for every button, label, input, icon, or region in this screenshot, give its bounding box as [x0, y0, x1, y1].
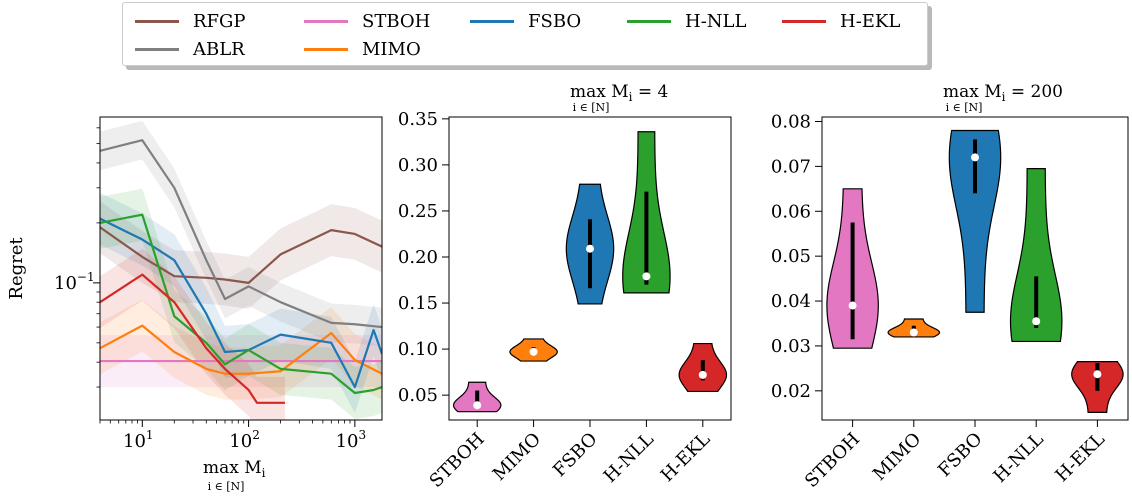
panel-title: max Mi = 200 [943, 82, 1063, 104]
legend-swatch [135, 19, 179, 23]
x-label-subscript: i [262, 466, 266, 480]
legend-item-rfgp: RFGP [135, 10, 246, 32]
y-tick-exponent: −1 [77, 270, 95, 284]
title-main: max M [943, 82, 1002, 102]
x-tick-label-h-nll: H-NLL [600, 429, 658, 487]
x-axis-label-under: i ∈ [N] [208, 480, 245, 493]
median-dot-fsbo [971, 153, 979, 162]
band-h-ekl [100, 248, 285, 420]
y-tick-label: 0.05 [771, 246, 811, 267]
x-tick-base: 10 [336, 431, 359, 452]
x-tick-base: 10 [229, 431, 252, 452]
x-tick-exponent: 1 [146, 428, 154, 442]
x-tick-label: 101 [123, 428, 154, 452]
violin-h-nll [1009, 168, 1063, 343]
legend-swatch [470, 19, 514, 23]
y-tick-base: 10 [54, 273, 77, 294]
x-label-main: max M [203, 458, 262, 478]
y-tick-label: 0.08 [771, 111, 811, 132]
legend-swatch [782, 19, 826, 23]
y-tick-label: 0.25 [398, 201, 438, 222]
x-tick-label-h-ekl: H-EKL [1051, 429, 1109, 487]
x-tick-base: 10 [123, 431, 146, 452]
median-dot-fsbo [586, 244, 594, 253]
legend-label: FSBO [528, 10, 582, 32]
legend-swatch [135, 47, 179, 51]
legend-swatch [627, 19, 671, 23]
series-lines [100, 139, 382, 404]
band-ablr [100, 120, 382, 347]
band-rfgp [100, 201, 382, 309]
median-dot-h-ekl [1093, 370, 1102, 379]
median-dot-h-nll [642, 272, 651, 281]
y-tick-label: 10−1 [54, 270, 95, 294]
band-fsbo [100, 192, 382, 414]
y-axis-label: Regret [6, 237, 27, 300]
x-tick-label: 102 [229, 428, 260, 452]
legend-label: H-NLL [685, 10, 747, 32]
y-tick-label: 0.07 [771, 156, 811, 177]
x-tick-label-mimo: MIMO [869, 429, 925, 485]
x-tick-label-fsbo: FSBO [934, 429, 986, 481]
y-tick-label: 0.05 [398, 385, 438, 406]
legend-item-h-nll: H-NLL [627, 10, 747, 32]
title-value: = 200 [1006, 82, 1064, 102]
x-tick-label-fsbo: FSBO [549, 429, 601, 481]
median-dot-mimo [909, 328, 918, 337]
y-tick-label: 0.04 [771, 291, 811, 312]
legend-item-ablr: ABLR [135, 38, 245, 60]
median-dot-stboh [473, 401, 482, 410]
x-tick-exponent: 2 [252, 428, 260, 442]
median-dot-mimo [529, 347, 538, 356]
title-subscript: i [1002, 90, 1006, 104]
x-tick-label-mimo: MIMO [489, 429, 545, 485]
legend-label: H-EKL [840, 10, 901, 32]
panel-violin-max-4: 0.05 0.10 0.15 0.20 0.25 0.30 0.35 STBOH MIMO FSB… [398, 82, 732, 492]
y-tick-label: 0.10 [398, 339, 438, 360]
x-tick-exponent: 3 [359, 428, 367, 442]
violin-fsbo [948, 129, 1002, 313]
series-line-h-ekl [100, 273, 285, 404]
legend-swatch [304, 19, 348, 23]
median-dot-stboh [848, 301, 857, 310]
series-line-h-nll [100, 213, 382, 395]
legend-item-stboh: STBOH [304, 10, 431, 32]
x-tick-label-stboh: STBOH [801, 429, 864, 492]
x-tick-label: 103 [336, 428, 367, 452]
y-tick-label: 0.03 [771, 336, 811, 357]
median-dot-h-ekl [698, 370, 707, 379]
title-main: max M [570, 82, 629, 102]
legend-swatch [304, 47, 348, 51]
panel-violin-max-200: 0.02 0.03 0.04 0.05 0.06 0.07 0.08 STBOH MIMO FSB… [771, 82, 1129, 492]
legend-item-h-ekl: H-EKL [782, 10, 901, 32]
legend: RFGP ABLR STBOH MIMO FSBO H-NLL H-EKL [122, 2, 928, 66]
y-tick-label: 0.30 [398, 155, 438, 176]
x-tick-label-h-ekl: H-EKL [657, 429, 715, 487]
series-line-ablr [100, 139, 382, 329]
panel-title-under: i ∈ [N] [573, 101, 610, 114]
title-value: = 4 [633, 82, 669, 102]
panel-title: max Mi = 4 [570, 82, 668, 104]
legend-item-fsbo: FSBO [470, 10, 582, 32]
y-tick-label: 0.06 [771, 201, 811, 222]
legend-item-mimo: MIMO [304, 38, 421, 60]
x-axis-label: max Mi [203, 458, 266, 480]
panel-title-under: i ∈ [N] [946, 101, 983, 114]
x-tick-label-h-nll: H-NLL [989, 429, 1047, 487]
y-tick-label: 0.02 [771, 381, 811, 402]
plot-frame [99, 116, 383, 421]
legend-label: RFGP [193, 10, 246, 32]
legend-label: STBOH [362, 10, 431, 32]
legend-label: MIMO [362, 38, 421, 60]
y-tick-label: 0.35 [398, 109, 438, 130]
legend-label: ABLR [193, 38, 245, 60]
y-tick-label: 0.15 [398, 293, 438, 314]
title-subscript: i [629, 90, 633, 104]
y-tick-label: 0.20 [398, 247, 438, 268]
median-dot-h-nll [1032, 317, 1041, 326]
series-line-mimo [100, 324, 382, 375]
x-tick-label-stboh: STBOH [426, 429, 489, 492]
